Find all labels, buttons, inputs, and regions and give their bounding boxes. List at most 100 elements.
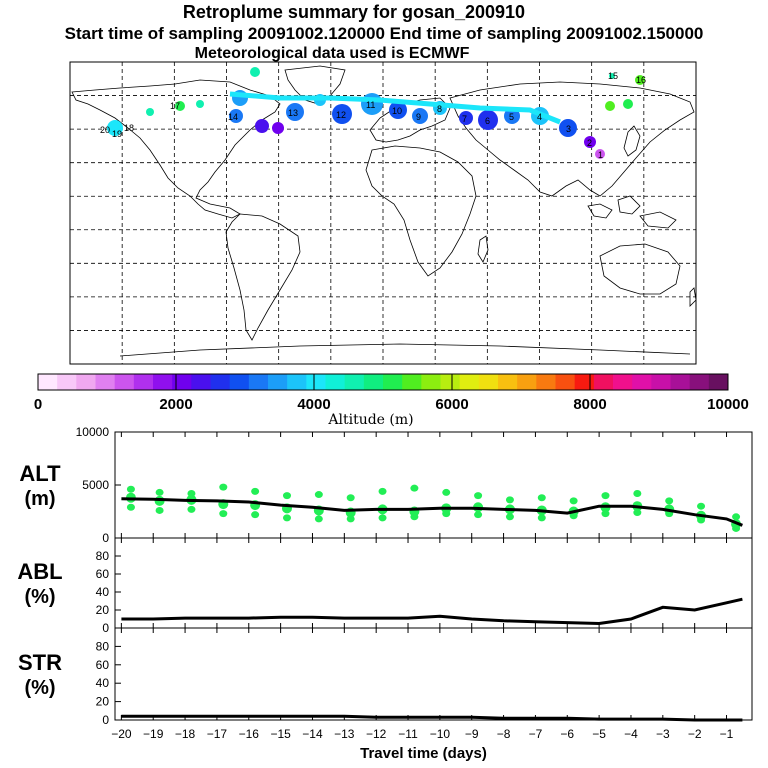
plume-label: 19 — [112, 129, 122, 139]
plume-label: 17 — [170, 101, 180, 111]
colorbar-tick-label: 4000 — [297, 396, 330, 413]
x-tick-label: −13 — [334, 727, 355, 741]
alt-scatter-point — [282, 492, 291, 500]
colorbar-cell — [383, 374, 403, 390]
alt-scatter-point — [282, 514, 291, 522]
x-tick-label: −15 — [270, 727, 291, 741]
alt-scatter-point — [633, 489, 642, 497]
y-tick-label: 20 — [96, 603, 110, 617]
y-tick-label: 10000 — [76, 425, 110, 439]
colorbar-cell — [536, 374, 556, 390]
colorbar-cells — [38, 374, 729, 390]
y-tick-label: 0 — [102, 531, 109, 545]
plume-marker — [459, 111, 473, 125]
colorbar-cell — [555, 374, 576, 390]
colorbar-cell — [440, 374, 461, 390]
alt-scatter-point — [410, 513, 419, 521]
colorbar-cell — [632, 374, 652, 390]
retroplume-track: 20 19 18 17 16 15 14 13 12 11 10 9 8 7 6… — [100, 67, 646, 160]
plume-marker — [255, 119, 269, 133]
alt-scatter-point — [314, 491, 323, 499]
colorbar-cell — [498, 374, 518, 390]
plume-label: 16 — [636, 75, 646, 85]
plume-label: 7 — [462, 114, 467, 124]
colorbar-tick-label: 8000 — [573, 396, 606, 413]
x-tick-label: −17 — [207, 727, 228, 741]
colorbar-cell — [574, 374, 595, 390]
panel-frame — [114, 431, 753, 539]
plume-marker — [584, 136, 596, 148]
plume-marker — [412, 108, 428, 124]
x-tick-label: −12 — [366, 727, 387, 741]
x-tick-label: −19 — [143, 727, 164, 741]
x-tick-label: −4 — [624, 727, 638, 741]
plume-marker — [595, 149, 605, 159]
plume-marker — [272, 122, 284, 134]
alt-scatter-point — [732, 513, 741, 521]
colorbar-cell — [689, 374, 710, 390]
plume-marker — [605, 101, 615, 111]
sampling-times: Start time of sampling 20091002.120000 E… — [64, 24, 704, 43]
alt-scatter-point — [187, 489, 196, 497]
y-tick-label: 5000 — [82, 478, 109, 492]
x-tick-label: −16 — [239, 727, 260, 741]
plume-marker — [196, 100, 204, 108]
colorbar-cell — [593, 374, 614, 390]
plume-marker — [609, 73, 615, 79]
x-tick-label: −10 — [430, 727, 451, 741]
panel-ylabel: STR — [18, 650, 62, 675]
colorbar-label: Altitude (m) — [327, 412, 413, 428]
coastlines — [71, 65, 697, 357]
colorbar-cell — [153, 374, 173, 390]
alt-scatter-point — [126, 485, 135, 493]
time-series-panels: 0500010000ALT(m)020406080ABL(%)020406080… — [17, 425, 753, 762]
plume-label: 1 — [598, 150, 603, 160]
met-data-note: Meteorological data used is ECMWF — [194, 45, 470, 62]
y-tick-label: 40 — [96, 676, 110, 690]
alt-scatter-point — [251, 511, 260, 519]
panel-frame — [114, 537, 753, 629]
colorbar-cell — [248, 374, 269, 390]
colorbar-tick-label: 6000 — [435, 396, 468, 413]
alt-scatter-point — [474, 492, 483, 500]
plume-label: 14 — [228, 112, 238, 122]
world-map: 20 19 18 17 16 15 14 13 12 11 10 9 8 7 6… — [69, 61, 697, 365]
plume-label: 9 — [416, 112, 421, 122]
alt-scatter-point — [537, 514, 546, 522]
plume-label: 11 — [366, 100, 375, 110]
alt-scatter-point — [601, 510, 610, 518]
plume-marker — [504, 108, 520, 124]
x-tick-label: −11 — [398, 727, 418, 741]
x-tick-label: −2 — [688, 727, 702, 741]
colorbar-cell — [114, 374, 135, 390]
alt-scatter-point — [697, 516, 706, 524]
colorbar-cell — [670, 374, 691, 390]
plume-marker — [559, 119, 577, 137]
panel-abl: 0 20 40 60 80 ABL(%) — [17, 537, 753, 635]
alt-scatter-point — [346, 515, 355, 523]
y-tick-label: 0 — [102, 621, 109, 635]
colorbar-cell — [172, 374, 192, 390]
plume-marker — [478, 110, 498, 130]
x-tick-label: −7 — [529, 727, 543, 741]
plume-label: 6 — [485, 116, 490, 126]
alt-scatter-point — [346, 494, 355, 502]
colorbar-cell — [708, 374, 729, 390]
alt-scatter-point — [442, 488, 451, 496]
panel-ylabel-unit: (m) — [24, 488, 55, 510]
alt-scatter-point — [633, 509, 642, 517]
colorbar-cell — [517, 374, 537, 390]
alt-scatter-point — [219, 510, 228, 518]
colorbar-cell — [421, 374, 441, 390]
colorbar-cell — [57, 374, 77, 390]
plume-marker — [146, 108, 154, 116]
alt-scatter-point — [155, 506, 164, 514]
colorbar-cell — [133, 374, 154, 390]
plume-markers — [107, 67, 645, 159]
x-tick-label: −20 — [111, 727, 132, 741]
altitude-colorbar: 0 2000 4000 6000 8000 10000 Altitude (m) — [34, 373, 749, 428]
plume-marker — [229, 109, 243, 123]
panel-frame — [114, 627, 753, 721]
alt-scatter-point — [378, 514, 387, 522]
